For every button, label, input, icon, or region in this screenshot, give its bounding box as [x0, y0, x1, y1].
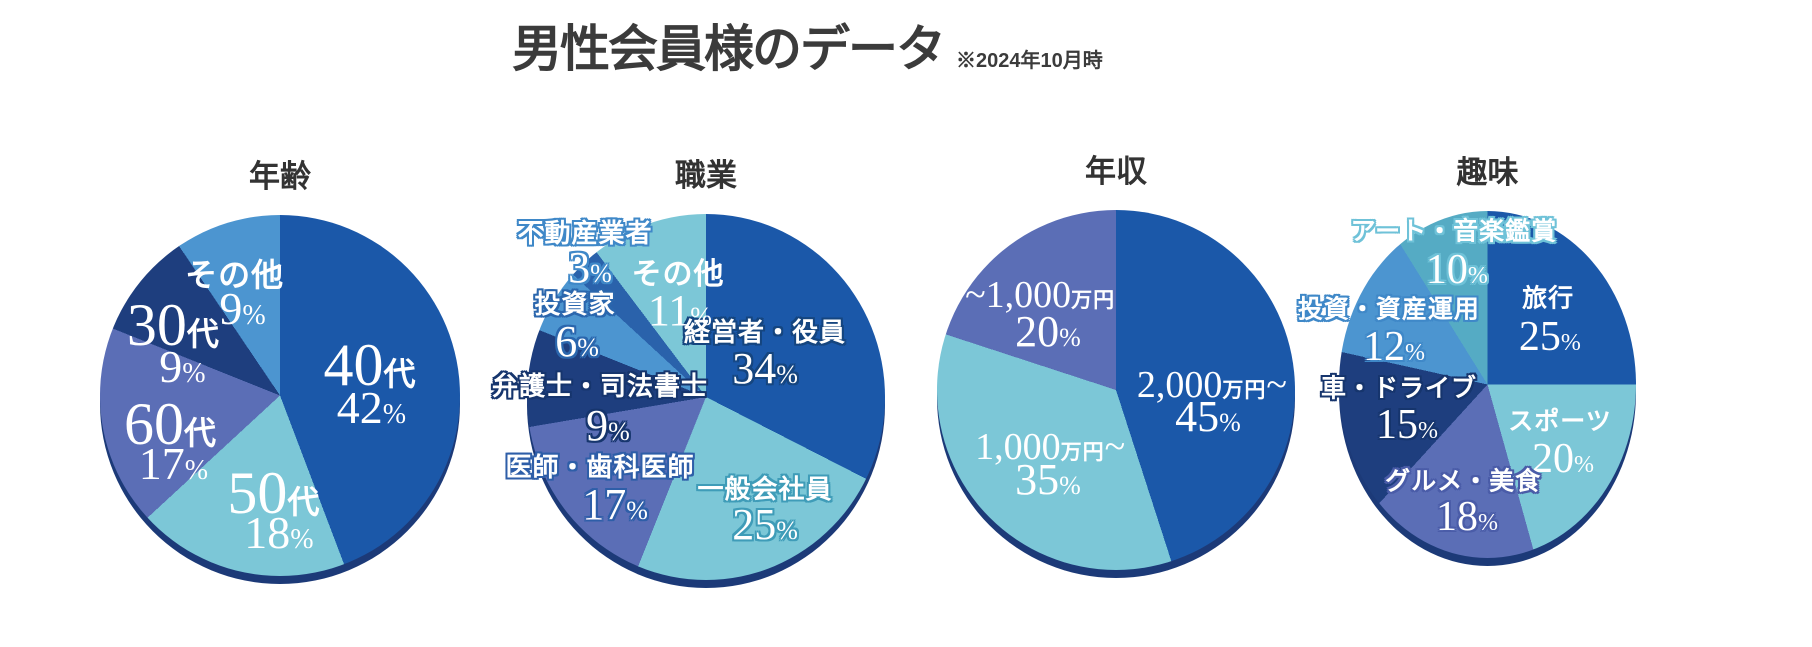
slice-value-occupation-investor: 6%: [555, 317, 599, 367]
slice-value-occupation-lawyer: 9%: [586, 400, 630, 450]
pie-disc-hobby: [1339, 211, 1636, 558]
slice-value-age-30s: 9%: [159, 340, 206, 392]
slice-value-occupation-other: 11%: [647, 286, 712, 336]
slice-value-occupation-company-employee: 25%: [732, 500, 798, 550]
slice-label-age-50s: 50代: [227, 459, 321, 526]
slice-value-income-under-1000: 20%: [1015, 306, 1081, 356]
slice-value-hobby-sports: 20%: [1531, 435, 1594, 482]
slice-value-age-60s: 17%: [138, 438, 209, 490]
slice-value-income-over-2000: 45%: [1175, 392, 1241, 442]
pie-disc-income: [937, 210, 1295, 570]
slice-label-occupation-investor: 投資家: [534, 289, 616, 320]
slice-value-occupation-doctor: 17%: [582, 480, 648, 530]
slice-label-hobby-art-music: アート・音楽鑑賞: [1350, 217, 1558, 246]
slice-value-occupation-realtor: 3%: [568, 242, 612, 292]
page-header: 男性会員様のデータ ※2024年10月時: [512, 18, 1103, 81]
slice-label-income-over-2000: 2,000万円~: [1136, 363, 1287, 406]
slice-label-income-under-1000: ~1,000万円: [965, 273, 1116, 316]
slice-label-occupation-lawyer: 弁護士・司法書士: [492, 371, 709, 402]
page-title: 男性会員様のデータ: [512, 21, 946, 77]
slice-label-occupation-doctor: 医師・歯科医師: [505, 451, 695, 482]
pie-disc-age: [100, 215, 460, 576]
page-subtitle: ※2024年10月時: [956, 49, 1103, 72]
slice-label-hobby-travel: 旅行: [1522, 284, 1575, 313]
slice-value-hobby-car-drive: 15%: [1376, 402, 1438, 449]
slice-value-hobby-art-music: 10%: [1425, 246, 1488, 293]
slice-label-occupation-company-employee: 一般会社員: [697, 473, 833, 504]
pie-disc-occupation: [527, 214, 885, 580]
pie-chart-income: 年収 2,000万円~ 45% 1,000万円~ 35% ~1,000万円 20…: [937, 154, 1295, 578]
slice-label-hobby-gourmet: グルメ・美食: [1385, 467, 1542, 496]
slice-label-age-60s: 60代: [124, 391, 218, 458]
slice-label-occupation-other: その他: [631, 257, 725, 291]
slice-label-age-30s: 30代: [126, 292, 220, 359]
slice-value-income-over-1000: 35%: [1015, 455, 1081, 505]
slice-value-hobby-travel: 25%: [1518, 313, 1581, 360]
slice-label-hobby-sports: スポーツ: [1508, 407, 1612, 436]
slice-value-age-40s: 42%: [336, 382, 407, 434]
slice-value-hobby-investment: 12%: [1362, 323, 1425, 370]
chart-title-age: 年齢: [249, 159, 311, 194]
slice-value-hobby-gourmet: 18%: [1436, 494, 1498, 541]
slice-label-hobby-investment: 投資・資産運用: [1297, 295, 1480, 324]
pie-chart-hobby: 趣味 旅行 25% スポーツ 20% グルメ・美食 18% 車・ドライブ 15%…: [1298, 155, 1636, 566]
chart-title-occupation: 職業: [675, 158, 737, 193]
chart-title-hobby: 趣味: [1456, 155, 1519, 190]
pie-chart-age: 年齢 40代 42% 50代 18% 60代 17% 30代 9% その他 9%: [100, 159, 460, 584]
pie-chart-occupation: 職業 経営者・役員 34% 一般会社員 25% 医師・歯科医師 17% 弁護士・…: [492, 158, 885, 588]
slice-value-age-50s: 18%: [244, 506, 314, 558]
slice-label-age-40s: 40代: [323, 331, 417, 398]
slice-label-hobby-car-drive: 車・ドライブ: [1320, 374, 1477, 403]
slice-label-age-other: その他: [185, 256, 285, 293]
slice-label-income-over-1000: 1,000万円~: [975, 425, 1126, 468]
slice-label-occupation-executive: 経営者・役員: [684, 317, 847, 348]
slice-value-age-other: 9%: [219, 282, 266, 334]
slice-label-occupation-realtor: 不動産業者: [517, 218, 653, 249]
slice-value-occupation-executive: 34%: [732, 344, 798, 394]
chart-title-income: 年収: [1085, 154, 1147, 189]
